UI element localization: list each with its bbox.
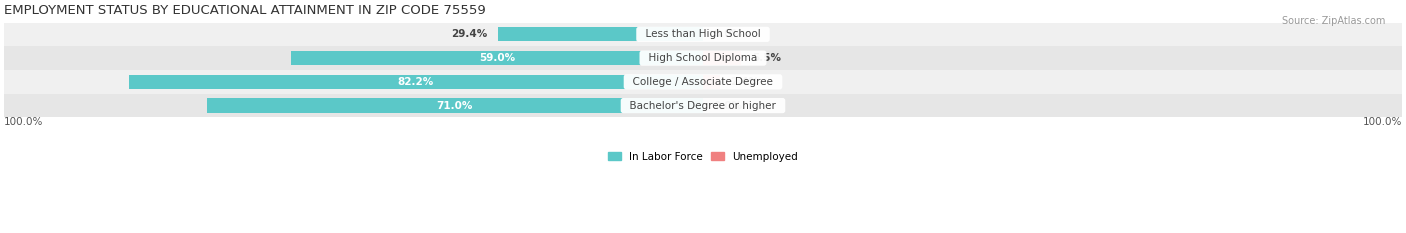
Bar: [207, 99, 703, 113]
Text: 0.0%: 0.0%: [713, 29, 742, 39]
Text: College / Associate Degree: College / Associate Degree: [626, 77, 780, 87]
Bar: [128, 75, 703, 89]
Text: Bachelor's Degree or higher: Bachelor's Degree or higher: [623, 101, 783, 111]
Bar: [4, 94, 1402, 117]
Text: Source: ZipAtlas.com: Source: ZipAtlas.com: [1281, 16, 1385, 26]
Bar: [291, 51, 703, 65]
Bar: [703, 75, 720, 89]
Text: High School Diploma: High School Diploma: [643, 53, 763, 63]
Bar: [4, 23, 1402, 46]
Text: 82.2%: 82.2%: [398, 77, 434, 87]
Bar: [4, 70, 1402, 94]
Bar: [4, 46, 1402, 70]
Bar: [498, 27, 703, 41]
Text: 29.4%: 29.4%: [451, 29, 486, 39]
Text: 100.0%: 100.0%: [1362, 117, 1402, 127]
Legend: In Labor Force, Unemployed: In Labor Force, Unemployed: [609, 152, 797, 162]
Text: Less than High School: Less than High School: [638, 29, 768, 39]
Text: 5.5%: 5.5%: [752, 53, 780, 63]
Text: 2.4%: 2.4%: [730, 77, 759, 87]
Text: 100.0%: 100.0%: [4, 117, 44, 127]
Text: 71.0%: 71.0%: [437, 101, 472, 111]
Text: EMPLOYMENT STATUS BY EDUCATIONAL ATTAINMENT IN ZIP CODE 75559: EMPLOYMENT STATUS BY EDUCATIONAL ATTAINM…: [4, 4, 486, 17]
Text: 0.0%: 0.0%: [713, 101, 742, 111]
Bar: [703, 51, 741, 65]
Text: 59.0%: 59.0%: [479, 53, 515, 63]
